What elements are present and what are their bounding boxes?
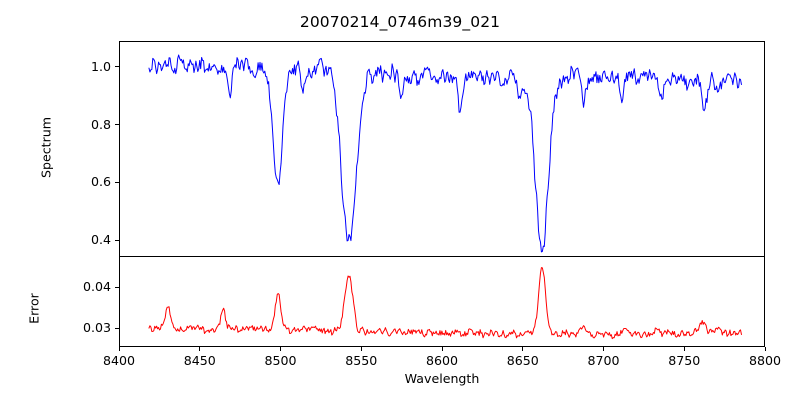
x-tick-label: 8500: [264, 353, 297, 368]
x-tick-label: 8400: [102, 353, 136, 368]
x-tickmark: [360, 347, 362, 351]
y-tick-label-spectrum: 1.0: [90, 58, 111, 74]
y-tickmark-spectrum: [115, 124, 119, 126]
y-tickmark-spectrum: [115, 239, 119, 241]
error-line: [149, 268, 741, 339]
spectrum-plot-area: [120, 42, 764, 256]
error-axis-label: Error: [26, 293, 42, 324]
x-tick-label: 8750: [668, 353, 701, 368]
x-tick-label: 8550: [345, 353, 378, 368]
y-tick-label-spectrum: 0.6: [90, 174, 111, 190]
x-tick-label: 8600: [425, 353, 459, 368]
y-tick-label-error: 0.03: [82, 320, 111, 336]
x-tickmark: [280, 347, 281, 351]
x-tick-label: 8800: [748, 353, 782, 368]
y-tickmark-spectrum: [115, 181, 119, 183]
spectrum-panel: [119, 41, 765, 256]
error-plot-area: [120, 257, 764, 346]
spectrum-axis-label: Spectrum: [38, 116, 54, 179]
x-tickmark: [603, 347, 604, 351]
spectrum-line: [149, 55, 741, 252]
error-panel: [119, 256, 765, 347]
x-tickmark: [522, 347, 524, 351]
y-tick-label-error: 0.04: [82, 279, 111, 295]
x-tick-label: 8700: [587, 353, 620, 368]
x-tickmark: [118, 347, 120, 351]
y-tickmark-error: [115, 286, 119, 288]
y-tick-label-spectrum: 0.8: [90, 116, 111, 132]
wavelength-axis-label: Wavelength: [404, 371, 480, 386]
x-tick-label: 8450: [183, 353, 216, 368]
x-tick-label: 8650: [506, 353, 539, 368]
y-tickmark-error: [115, 327, 119, 329]
y-tickmark-spectrum: [115, 66, 119, 68]
x-tickmark: [441, 347, 443, 351]
x-tickmark: [199, 347, 201, 351]
x-tickmark: [683, 347, 685, 351]
y-tick-label-spectrum: 0.4: [90, 232, 111, 248]
page-title: 20070214_0746m39_021: [299, 13, 501, 31]
x-tickmark: [764, 347, 766, 351]
